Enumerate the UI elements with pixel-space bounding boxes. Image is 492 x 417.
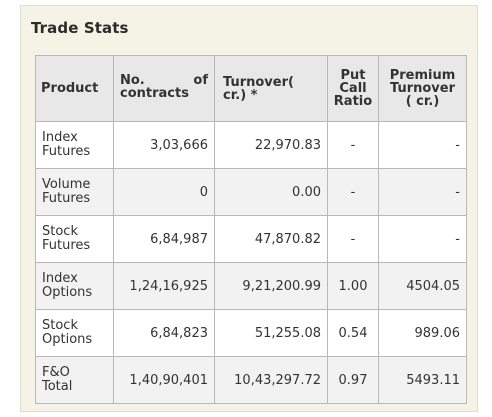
table-row: Index Options 1,24,16,925 9,21,200.99 1.0… (35, 262, 467, 310)
cell-premium: - (378, 215, 467, 263)
product-line2: Options (42, 332, 93, 347)
product-line1: Index (42, 130, 78, 145)
header-pcr-line3: Ratio (333, 94, 373, 109)
cell-contracts: 6,84,823 (113, 309, 215, 357)
product-line1: Stock (42, 318, 78, 333)
cell-product: Index Options (35, 262, 114, 310)
header-turnover-line1: Turnover( (223, 74, 294, 90)
table-row: F&O Total 1,40,90,401 10,43,297.72 0.97 5… (35, 356, 467, 404)
cell-pcr: - (327, 121, 379, 169)
cell-contracts: 1,40,90,401 (113, 356, 215, 404)
table-row: Stock Options 6,84,823 51,255.08 0.54 989… (35, 309, 467, 357)
header-product: Product (35, 55, 114, 122)
trade-stats-table: Product No. of contracts Turnover( cr.) … (35, 55, 467, 404)
cell-contracts: 1,24,16,925 (113, 262, 215, 310)
header-turnover: Turnover( cr.) * (214, 55, 328, 122)
cell-contracts: 0 (113, 168, 215, 216)
table-row: Index Futures 3,03,666 22,970.83 - - (35, 121, 467, 169)
cell-turnover: 47,870.82 (214, 215, 328, 263)
cell-contracts: 6,84,987 (113, 215, 215, 263)
header-product-label: Product (41, 81, 99, 96)
header-pcr-line1: Put (340, 68, 366, 83)
cell-turnover: 9,21,200.99 (214, 262, 328, 310)
header-premium-line3: ( cr.) (405, 94, 440, 109)
product-line2: Options (42, 285, 93, 300)
table-row: Volume Futures 0 0.00 - - (35, 168, 467, 216)
product-line1: F&O (42, 365, 70, 380)
cell-turnover: 51,255.08 (214, 309, 328, 357)
table-header-row: Product No. of contracts Turnover( cr.) … (35, 55, 467, 122)
header-premium-turnover: Premium Turnover ( cr.) (378, 55, 467, 122)
cell-product: Index Futures (35, 121, 114, 169)
cell-premium: - (378, 168, 467, 216)
header-turnover-line2: cr.) * (223, 87, 258, 103)
header-pcr-line2: Call (339, 81, 367, 96)
cell-pcr: 0.97 (327, 356, 379, 404)
cell-turnover: 10,43,297.72 (214, 356, 328, 404)
cell-premium: 4504.05 (378, 262, 467, 310)
product-line1: Stock (42, 224, 78, 239)
product-line1: Index (42, 271, 78, 286)
header-premium-line1: Premium (389, 68, 456, 83)
cell-premium: 989.06 (378, 309, 467, 357)
table-row: Stock Futures 6,84,987 47,870.82 - - (35, 215, 467, 263)
cell-product: Volume Futures (35, 168, 114, 216)
cell-pcr: 0.54 (327, 309, 379, 357)
cell-pcr: - (327, 168, 379, 216)
cell-premium: 5493.11 (378, 356, 467, 404)
cell-turnover: 22,970.83 (214, 121, 328, 169)
header-premium-line2: Turnover (390, 81, 455, 96)
cell-turnover: 0.00 (214, 168, 328, 216)
header-contracts-label: contracts (120, 86, 189, 101)
header-put-call-ratio: Put Call Ratio (327, 55, 379, 122)
cell-pcr: 1.00 (327, 262, 379, 310)
panel-title: Trade Stats (31, 19, 129, 37)
product-line1: Volume (42, 177, 91, 192)
header-contracts-no: No. (120, 73, 145, 88)
cell-product: Stock Options (35, 309, 114, 357)
cell-pcr: - (327, 215, 379, 263)
cell-product: Stock Futures (35, 215, 114, 263)
product-line2: Futures (42, 238, 91, 253)
header-contracts-of: of (193, 73, 208, 88)
product-line2: Futures (42, 191, 91, 206)
cell-premium: - (378, 121, 467, 169)
cell-product: F&O Total (35, 356, 114, 404)
product-line2: Futures (42, 144, 91, 159)
trade-stats-panel: Trade Stats Product No. of contracts Tur… (20, 5, 478, 412)
header-contracts: No. of contracts (113, 55, 215, 122)
product-line2: Total (42, 379, 73, 394)
cell-contracts: 3,03,666 (113, 121, 215, 169)
